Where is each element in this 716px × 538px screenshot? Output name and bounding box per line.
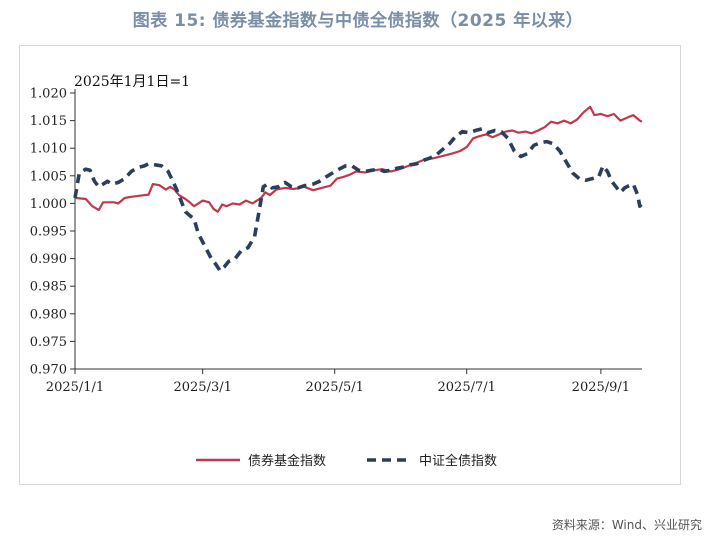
y-tick-label: 1.000	[30, 197, 67, 212]
y-tick-label: 0.975	[30, 335, 67, 350]
x-tick-label: 2025/7/1	[438, 380, 496, 395]
source-note: 资料来源：Wind、兴业研究	[551, 518, 702, 532]
y-tick-label: 1.015	[30, 114, 67, 129]
y-tick-label: 0.995	[30, 225, 67, 240]
y-tick-label: 0.985	[30, 280, 67, 295]
legend-label-0: 债券基金指数	[248, 453, 326, 469]
y-tick-label: 1.005	[30, 169, 67, 184]
chart-frame	[19, 45, 681, 485]
series-lines	[73, 105, 644, 273]
y-tick-label: 1.020	[30, 87, 67, 102]
x-tick-label: 2025/9/1	[572, 380, 630, 395]
x-tick-label: 2025/3/1	[173, 380, 231, 395]
series-line-1	[73, 127, 644, 273]
chart-title: 图表 15: 债券基金指数与中债全债指数（2025 年以来）	[132, 11, 584, 31]
y-tick-label: 1.010	[30, 142, 67, 157]
legend-label-1: 中证全债指数	[419, 453, 497, 469]
legend: 债券基金指数 中证全债指数	[196, 453, 497, 469]
series-line-0	[74, 105, 643, 213]
chart-annotation: 2025年1月1日=1	[74, 74, 190, 90]
x-axis: 2025/1/1 2025/3/1 2025/5/1 2025/7/1 2025/9/1	[46, 368, 642, 395]
y-axis: 1.020 1.015 1.010 1.005 1.000 0.995 0.990 0.985…	[30, 87, 76, 378]
y-tick-label: 0.980	[30, 307, 67, 322]
y-tick-label: 0.990	[30, 252, 67, 267]
x-tick-label: 2025/5/1	[305, 380, 363, 395]
x-tick-label: 2025/1/1	[46, 380, 104, 395]
y-tick-label: 0.970	[30, 363, 67, 378]
